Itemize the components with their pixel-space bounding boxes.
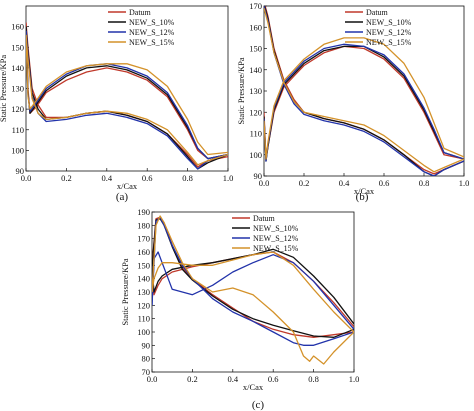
y-tick-label: 140	[11, 63, 24, 73]
plot-frame	[25, 5, 229, 172]
y-tick-label: 120	[137, 300, 150, 310]
series-line-new-s-10-	[26, 26, 228, 160]
y-tick-label: 120	[249, 107, 262, 117]
series-line-new-s-15-	[152, 251, 354, 333]
y-tick-label: 100	[11, 145, 24, 155]
series-line-new-s-15-	[264, 37, 464, 160]
legend-label: NEW_S_15%	[366, 38, 412, 47]
x-tick-label: 0.8	[182, 173, 193, 183]
y-tick-label: 110	[12, 125, 24, 135]
series-line-datum	[26, 22, 228, 160]
y-tick-label: 100	[249, 150, 262, 160]
y-tick-label: 140	[137, 274, 150, 284]
legend-label: Datum	[366, 8, 389, 17]
x-axis-label: x/Cax	[117, 181, 138, 191]
x-tick-label: 0.4	[101, 173, 112, 183]
legend-label: NEW_S_10%	[253, 224, 299, 233]
x-tick-label: 0.0	[21, 173, 32, 183]
panel-label: (c)	[252, 399, 265, 411]
series-line-new-s-10-	[152, 248, 354, 325]
y-tick-label: 160	[137, 247, 150, 257]
y-tick-label: 150	[249, 44, 262, 54]
y-tick-label: 110	[250, 129, 262, 139]
y-tick-label: 80	[142, 354, 151, 364]
chart-panel-2: 0.0 0.2 0.4 0.6 0.8 1.0 90 100 110 120 130 140 150 16…	[236, 1, 469, 203]
chart-panel-3: 0.0 0.2 0.4 0.6 0.8 1.0 70 80 90 100 110 120 130 140 1…	[120, 207, 359, 411]
series-line-datum	[264, 6, 464, 175]
y-axis-label: Static Pressure/KPa	[0, 55, 8, 123]
y-tick-label: 90	[16, 166, 25, 176]
x-tick-label: 0.4	[227, 374, 238, 384]
y-tick-label: 170	[137, 234, 150, 244]
y-tick-label: 180	[137, 220, 150, 230]
y-tick-label: 140	[249, 65, 262, 75]
series-line-new-s-10-	[264, 6, 464, 176]
legend-label: NEW_S_10%	[366, 18, 412, 27]
x-tick-label: 0.2	[61, 173, 72, 183]
series-line-new-s-15-	[264, 7, 464, 173]
legend-label: NEW_S_12%	[253, 234, 299, 243]
x-tick-label: 0.2	[187, 374, 198, 384]
x-tick-label: 1.0	[459, 178, 470, 188]
y-tick-label: 100	[137, 327, 150, 337]
panel-label: (b)	[356, 191, 369, 203]
series-line-new-s-12-	[152, 251, 354, 330]
x-tick-label: 0.6	[268, 374, 279, 384]
panel-label: (a)	[116, 191, 129, 203]
x-axis-label: x/Cax	[243, 382, 264, 392]
series-line-new-s-12-	[264, 6, 464, 176]
y-tick-label: 120	[11, 104, 24, 114]
y-tick-label: 190	[137, 207, 150, 217]
y-tick-label: 160	[249, 22, 262, 32]
legend-label: NEW_S_12%	[366, 28, 412, 37]
x-axis-label: x/Cax	[354, 186, 375, 196]
x-tick-label: 0.6	[379, 178, 390, 188]
y-tick-label: 110	[138, 314, 150, 324]
x-tick-label: 0.4	[339, 178, 350, 188]
y-axis-label: Static Pressure/KPa	[236, 57, 246, 125]
legend-label: Datum	[253, 214, 276, 223]
y-tick-label: 90	[142, 340, 151, 350]
series-line-new-s-15-	[26, 34, 228, 166]
y-tick-label: 130	[137, 287, 150, 297]
x-tick-label: 1.0	[223, 173, 234, 183]
y-tick-label: 160	[11, 22, 24, 32]
legend-label: NEW_S_10%	[129, 18, 175, 27]
y-tick-label: 150	[11, 42, 24, 52]
x-tick-label: 0.0	[259, 178, 270, 188]
legend-label: NEW_S_12%	[129, 28, 175, 37]
legend-label: NEW_S_15%	[253, 244, 299, 253]
chart-panel-1: 0.0 0.2 0.4 0.6 0.8 1.0 90 100 110 120 130 140 150 16…	[0, 5, 234, 203]
series-line-new-s-15-	[26, 34, 228, 156]
x-tick-label: 0.0	[147, 374, 158, 384]
x-tick-label: 0.2	[299, 178, 310, 188]
y-tick-label: 70	[142, 367, 151, 377]
series-line-new-s-12-	[26, 30, 228, 160]
legend-label: NEW_S_15%	[129, 38, 175, 47]
series-line-new-s-12-	[152, 216, 354, 346]
y-axis-label: Static Pressure/KPa	[120, 258, 130, 326]
x-tick-label: 0.8	[308, 374, 319, 384]
y-tick-label: 90	[254, 171, 263, 181]
legend-label: Datum	[129, 8, 152, 17]
x-tick-label: 1.0	[349, 374, 360, 384]
y-tick-label: 130	[11, 84, 24, 94]
plot-frame	[263, 5, 465, 177]
y-tick-label: 170	[249, 1, 262, 11]
y-tick-label: 150	[137, 260, 150, 270]
series-line-new-s-15-	[152, 215, 354, 365]
x-tick-label: 0.8	[419, 178, 430, 188]
series-line-datum	[26, 22, 228, 168]
x-tick-label: 0.6	[142, 173, 153, 183]
y-tick-label: 130	[249, 86, 262, 96]
